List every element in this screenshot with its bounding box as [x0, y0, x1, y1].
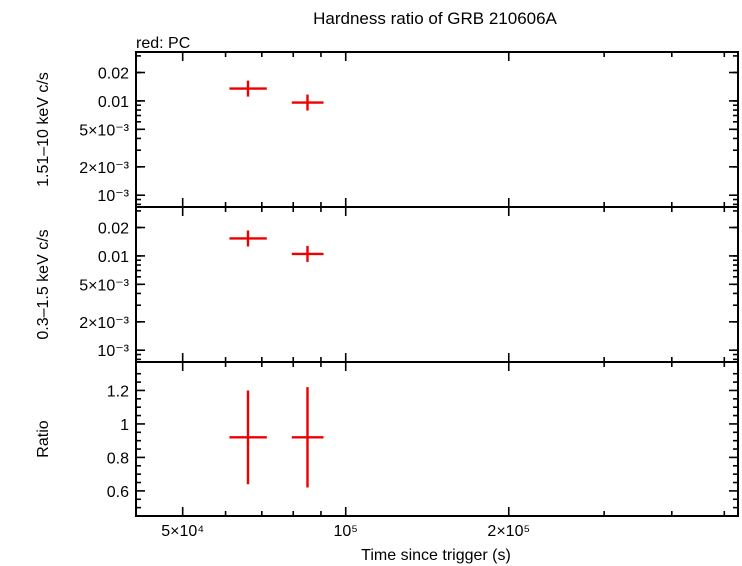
x-axis-label: Time since trigger (s) [361, 547, 511, 564]
data-point [291, 245, 324, 262]
y-tick-label: 0.02 [98, 66, 129, 83]
y-tick-label: 0.01 [98, 94, 129, 111]
y-axis-label: Ratio [35, 420, 52, 457]
data-point [229, 230, 267, 247]
panels: 0.020.015×10⁻³2×10⁻³10⁻³1.51–10 keV c/s0… [35, 51, 739, 540]
data-point [229, 80, 267, 97]
series-note: red: PC [136, 35, 190, 52]
y-tick-label: 1 [120, 417, 129, 434]
y-axis-label: 0.3–1.5 keV c/s [35, 229, 52, 339]
y-tick-label: 10⁻³ [97, 343, 129, 360]
y-tick-label: 2×10⁻³ [79, 315, 129, 332]
y-tick-label: 5×10⁻³ [79, 122, 129, 139]
chart-title: Hardness ratio of GRB 210606A [313, 9, 557, 28]
x-tick-label: 2×10⁵ [487, 523, 530, 540]
y-tick-label: 2×10⁻³ [79, 160, 129, 177]
y-tick-label: 5×10⁻³ [79, 277, 129, 294]
y-tick-label: 0.01 [98, 249, 129, 266]
panel-frame [135, 206, 739, 363]
y-tick-label: 0.6 [107, 484, 129, 501]
panel-frame [135, 361, 739, 517]
panel-ratio: 1.2 1 0.8 0.6 Ratio [35, 361, 739, 517]
y-tick-label: 0.02 [98, 221, 129, 238]
panel-frame [135, 51, 739, 208]
panel-hard: 0.02 0.01 5×10⁻³ 2×10⁻³ 10⁻³ 1.51–10 keV c/s [35, 51, 739, 208]
y-tick-label: 10⁻³ [97, 188, 129, 205]
x-tick-label: 5×10⁴ [161, 523, 204, 540]
y-axis-label: 1.51–10 keV c/s [35, 72, 52, 187]
x-tick-label: 10⁵ [334, 523, 358, 540]
y-tick-label: 1.2 [107, 383, 129, 400]
panel-soft: 0.02 0.01 5×10⁻³ 2×10⁻³ 10⁻³ 0.3–1.5 keV c/s [35, 206, 739, 363]
data-point [291, 387, 324, 488]
data-point [291, 94, 324, 111]
data-point [229, 390, 267, 485]
y-tick-label: 0.8 [107, 450, 129, 467]
